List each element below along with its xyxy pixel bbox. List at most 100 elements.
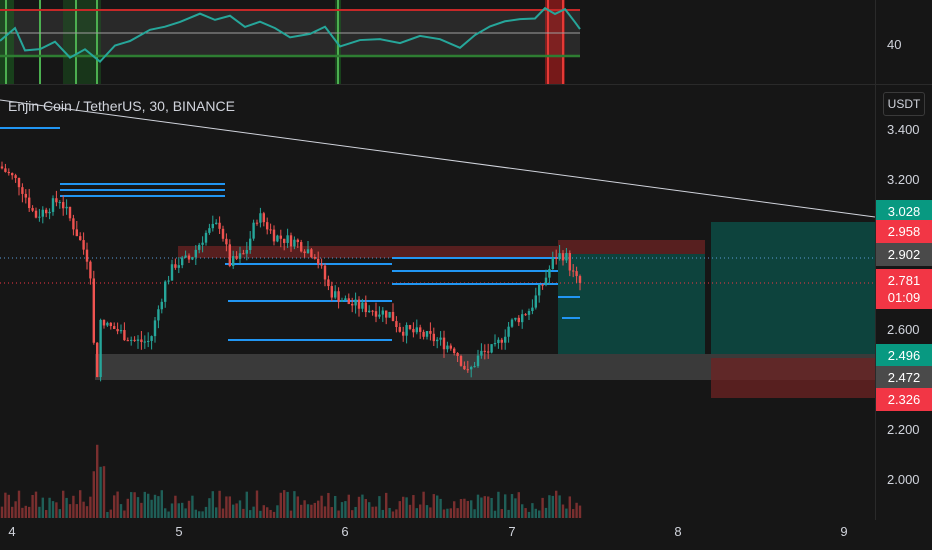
candle-body bbox=[283, 238, 286, 243]
volume-bar bbox=[72, 495, 75, 518]
volume-bar bbox=[150, 499, 153, 518]
symbol-title[interactable]: Enjin Coin / TetherUS, 30, BINANCE bbox=[8, 98, 235, 114]
volume-bar bbox=[527, 511, 531, 518]
candle-body bbox=[62, 202, 65, 209]
volume-bar bbox=[320, 495, 323, 518]
long-target-zone bbox=[711, 222, 875, 354]
volume-bar bbox=[184, 508, 187, 518]
candle-body bbox=[395, 321, 398, 328]
candle-body bbox=[136, 339, 140, 341]
volume-bar bbox=[337, 510, 340, 518]
volume-bar bbox=[578, 505, 582, 518]
candle-body bbox=[381, 310, 384, 315]
candle-body bbox=[429, 331, 432, 334]
candle-body bbox=[408, 325, 412, 329]
candle-body bbox=[521, 314, 524, 323]
volume-bar bbox=[439, 498, 442, 518]
volume-bar bbox=[0, 506, 4, 518]
y-tick-label-0: 3.400 bbox=[887, 122, 920, 137]
candle-body bbox=[58, 202, 61, 204]
candle-body bbox=[221, 228, 225, 239]
volume-bar bbox=[544, 507, 548, 518]
volume-bar bbox=[534, 508, 537, 518]
volume-bar bbox=[34, 491, 38, 518]
candle-body bbox=[374, 311, 378, 317]
candle-body bbox=[347, 298, 350, 304]
volume-bar bbox=[466, 500, 469, 518]
volume-bar bbox=[164, 508, 167, 518]
candle-body bbox=[113, 326, 116, 330]
candle-body bbox=[0, 166, 4, 169]
pane-separator[interactable] bbox=[0, 84, 932, 85]
candle-body bbox=[123, 330, 126, 341]
volume-bar bbox=[510, 494, 514, 518]
candle-body bbox=[99, 319, 102, 378]
candle-body bbox=[160, 301, 163, 310]
candle-body bbox=[245, 249, 248, 254]
candle-body bbox=[48, 211, 51, 214]
candle-body bbox=[391, 311, 395, 322]
candle-body bbox=[266, 222, 269, 230]
candle-body bbox=[279, 235, 282, 239]
candle-body bbox=[538, 284, 541, 296]
volume-bar bbox=[480, 497, 483, 518]
candle-body bbox=[289, 235, 293, 247]
candle-body bbox=[555, 257, 558, 260]
volume-bar bbox=[252, 506, 255, 518]
volume-bar bbox=[259, 510, 262, 518]
volume-bar bbox=[204, 506, 208, 518]
candle-body bbox=[75, 229, 78, 237]
volume-bar bbox=[68, 504, 72, 518]
candle-body bbox=[143, 341, 146, 343]
volume-bar bbox=[221, 508, 225, 518]
time-axis[interactable]: 4 5 6 7 8 9 bbox=[8, 524, 847, 539]
volume-bar bbox=[432, 494, 435, 518]
currency-button[interactable]: USDT bbox=[883, 92, 925, 116]
volume-bar bbox=[555, 490, 558, 518]
candle-body bbox=[41, 209, 44, 217]
candle-body bbox=[578, 276, 582, 283]
candle-body bbox=[82, 240, 85, 250]
candle-body bbox=[317, 258, 320, 265]
volume-bar bbox=[351, 510, 354, 518]
y-tick-label-1: 3.200 bbox=[887, 172, 920, 187]
volume-bar bbox=[106, 511, 109, 518]
volume-bar bbox=[116, 491, 119, 518]
volume-bar bbox=[157, 496, 160, 518]
candle-body bbox=[500, 339, 503, 343]
volume-bar bbox=[99, 466, 102, 518]
candle-body bbox=[255, 222, 259, 224]
candle-body bbox=[558, 253, 561, 260]
volume-bar bbox=[51, 501, 55, 518]
candle-body bbox=[378, 314, 381, 317]
volume-bar bbox=[374, 506, 378, 518]
volume-bar bbox=[575, 502, 578, 518]
candle-body bbox=[45, 209, 48, 214]
long-stop-zone bbox=[711, 358, 875, 398]
candle-body bbox=[167, 280, 170, 282]
candle-body bbox=[565, 252, 568, 261]
candle-body bbox=[228, 244, 231, 266]
candle-body bbox=[568, 252, 571, 271]
volume-bar bbox=[303, 500, 306, 518]
candle-body bbox=[184, 255, 187, 258]
volume-bar bbox=[38, 506, 41, 518]
volume-bar bbox=[225, 496, 228, 518]
volume-bar bbox=[357, 496, 361, 518]
volume-bar bbox=[11, 506, 14, 518]
volume-bars bbox=[0, 444, 582, 518]
candle-body bbox=[34, 210, 38, 218]
volume-bar bbox=[340, 502, 344, 518]
candle-body bbox=[436, 339, 439, 342]
candle-body bbox=[470, 367, 473, 370]
candle-body bbox=[531, 307, 534, 312]
candle-body bbox=[28, 197, 31, 209]
candle-body bbox=[72, 218, 75, 230]
candle-body bbox=[344, 298, 347, 301]
candle-body bbox=[446, 345, 449, 350]
volume-bar bbox=[453, 501, 456, 518]
candle-body bbox=[17, 178, 21, 188]
volume-bar bbox=[194, 509, 197, 518]
candle-body bbox=[232, 256, 235, 266]
